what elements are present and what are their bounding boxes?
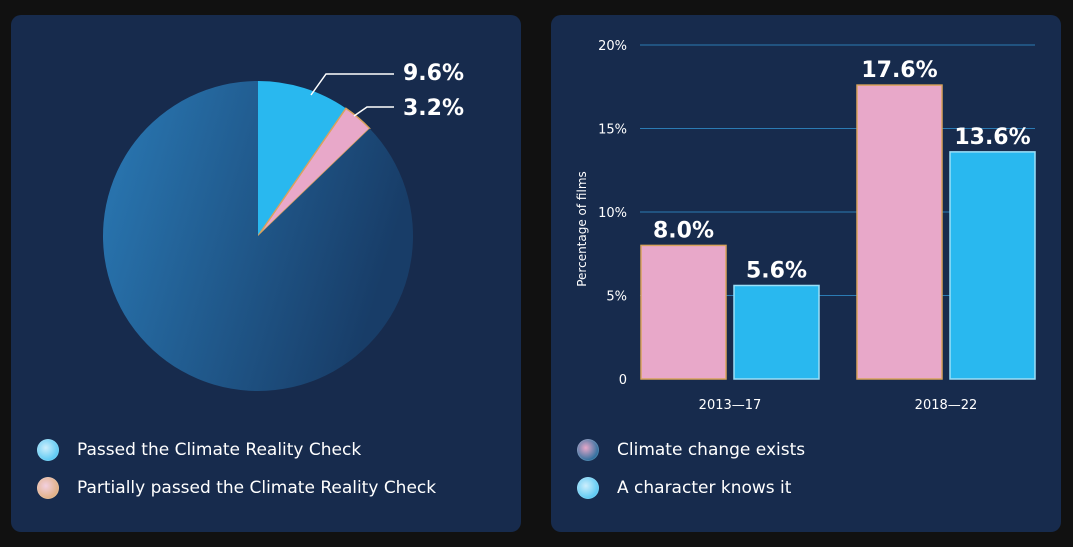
legend-item-passed: Passed the Climate Reality Check <box>37 431 436 469</box>
bar-knows-1 <box>949 151 1036 380</box>
y-tick-label: 20% <box>598 39 627 54</box>
legend-label: Partially passed the Climate Reality Che… <box>77 478 437 498</box>
bar-value-label: 13.6% <box>954 125 1030 150</box>
legend-label: Climate change exists <box>617 440 806 460</box>
bar-exists-0 <box>640 244 727 380</box>
legend-label: Passed the Climate Reality Check <box>77 440 362 460</box>
bar-exists-1 <box>856 84 943 380</box>
y-tick-label: 15% <box>598 123 627 138</box>
legend-label: A character knows it <box>617 478 792 498</box>
film-still-blue-icon <box>577 477 599 499</box>
bar-legend: Climate change exists A character knows … <box>577 431 805 507</box>
x-tick-label: 2018—22 <box>915 398 978 413</box>
legend-item-partial: Partially passed the Climate Reality Che… <box>37 469 436 507</box>
film-still-orange-icon <box>37 477 59 499</box>
pie-slice-partial <box>257 107 371 237</box>
pie-slice-rest <box>102 81 413 392</box>
leader-line-passed <box>310 73 394 96</box>
y-tick-label: 0 <box>619 373 627 388</box>
bar-chart-panel: 0 5% 10% 15% 20% 8.0% 5.6% 17.6% 13.6% 2013—17 2… <box>551 15 1061 532</box>
pie-slice-passed <box>258 81 346 236</box>
bar-value-label: 5.6% <box>746 258 807 283</box>
y-tick-label: 10% <box>598 206 627 221</box>
y-tick-label: 5% <box>606 290 627 305</box>
bar-knows-0 <box>733 284 820 380</box>
bar-value-label: 17.6% <box>861 58 937 83</box>
bar-value-label: 8.0% <box>653 218 714 243</box>
pie-legend: Passed the Climate Reality Check Partial… <box>37 431 436 507</box>
film-still-blue-icon <box>37 439 59 461</box>
legend-item-exists: Climate change exists <box>577 431 805 469</box>
leader-line-partial <box>353 106 394 117</box>
pie-chart-panel: 9.6% 3.2% Passed the Climate Reality Che… <box>11 15 521 532</box>
pie-chart: 9.6% 3.2% <box>102 61 464 392</box>
legend-item-knows: A character knows it <box>577 469 805 507</box>
y-axis-label: Percentage of films <box>575 171 589 287</box>
film-still-mixed-icon <box>577 439 599 461</box>
slice-label-passed: 9.6% <box>403 61 464 86</box>
slice-label-partial: 3.2% <box>403 96 464 121</box>
x-tick-label: 2013—17 <box>699 398 762 413</box>
bar-chart: 0 5% 10% 15% 20% 8.0% 5.6% 17.6% 13.6% 2013—17 2… <box>575 39 1036 413</box>
